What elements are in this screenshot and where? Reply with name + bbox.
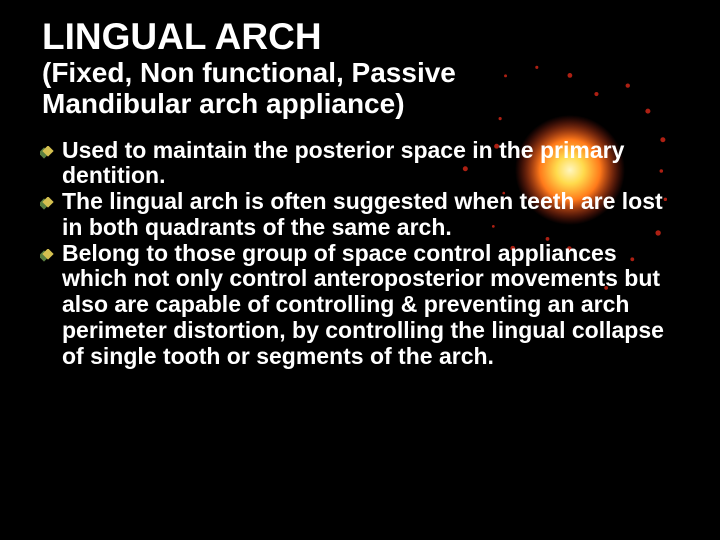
list-item: Belong to those group of space control a…: [62, 241, 678, 370]
slide-content: LINGUAL ARCH (Fixed, Non functional, Pas…: [0, 0, 720, 369]
bullet-text: Belong to those group of space control a…: [62, 240, 664, 369]
bullet-list: Used to maintain the posterior space in …: [42, 138, 678, 370]
slide-subtitle: (Fixed, Non functional, Passive Mandibul…: [42, 57, 678, 120]
bullet-icon: [40, 146, 54, 160]
bullet-icon: [40, 249, 54, 263]
bullet-icon: [40, 197, 54, 211]
bullet-text: Used to maintain the posterior space in …: [62, 137, 624, 189]
subtitle-line-2: Mandibular arch appliance): [42, 88, 405, 119]
slide-title: LINGUAL ARCH: [42, 18, 678, 55]
subtitle-line-1: (Fixed, Non functional, Passive: [42, 57, 456, 88]
list-item: The lingual arch is often suggested when…: [62, 189, 678, 241]
list-item: Used to maintain the posterior space in …: [62, 138, 678, 190]
bullet-text: The lingual arch is often suggested when…: [62, 188, 663, 240]
